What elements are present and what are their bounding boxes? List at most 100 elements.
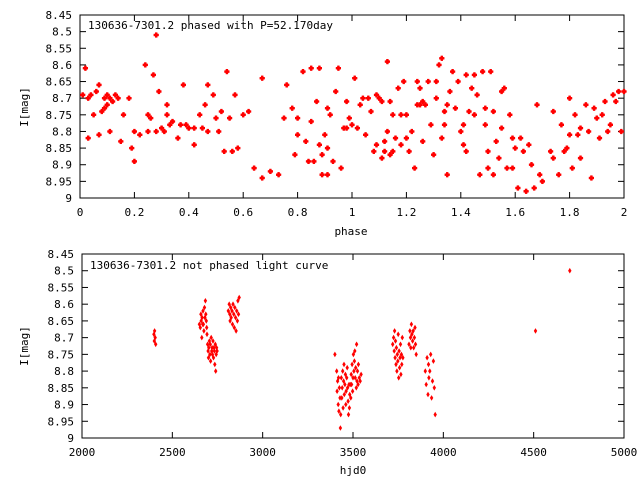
unphased-chart-title: 130636-7301.2 not phased light curve bbox=[90, 259, 328, 272]
phased-data-point bbox=[507, 112, 513, 118]
phased-data-point bbox=[615, 88, 622, 95]
unphased-y-tick-label: 8.75 bbox=[48, 348, 75, 361]
phased-data-point bbox=[153, 32, 159, 38]
phased-data-point bbox=[430, 152, 437, 158]
phased-data-point bbox=[585, 128, 592, 135]
phased-x-axis: 0 0.2 0.4 0.6 0.8 1 1.2 1.4 1.6 1.8 2 bbox=[77, 15, 628, 219]
phased-data-point bbox=[303, 138, 309, 145]
phased-data-point bbox=[284, 82, 290, 88]
phased-data-point bbox=[449, 68, 456, 75]
unphased-x-tick-label: 3000 bbox=[249, 446, 276, 459]
phased-data-point bbox=[322, 132, 328, 138]
phased-data-point bbox=[531, 185, 537, 191]
phased-data-point bbox=[447, 88, 453, 95]
phased-data-point bbox=[621, 88, 627, 95]
phased-data-point bbox=[504, 165, 510, 171]
unphased-plot-frame bbox=[81, 253, 625, 439]
phased-data-point bbox=[441, 122, 448, 128]
phased-data-point bbox=[379, 155, 385, 161]
phased-data-point bbox=[403, 135, 410, 141]
phased-data-point bbox=[96, 132, 102, 138]
unphased-y-tick-label: 8.45 bbox=[48, 248, 75, 261]
unphased-y-tick-label: 8.8 bbox=[54, 365, 74, 378]
unphased-data-point bbox=[347, 405, 352, 411]
phased-data-point bbox=[398, 112, 404, 118]
phased-data-point bbox=[82, 65, 89, 71]
phased-data-point bbox=[180, 82, 187, 88]
phased-data-point bbox=[618, 128, 624, 135]
phased-data-point bbox=[150, 72, 157, 78]
unphased-y-tick-label: 9 bbox=[67, 432, 74, 445]
phased-data-point bbox=[354, 125, 361, 131]
unphased-x-tick-label: 2000 bbox=[69, 446, 96, 459]
phased-data-point bbox=[371, 148, 377, 155]
phased-data-point bbox=[210, 92, 216, 98]
phased-panel: 8.45 8.5 8.55 8.6 8.65 8.7 8.75 8.8 8.85 8.9 8.95 9… bbox=[18, 9, 627, 238]
phased-data-point bbox=[488, 68, 494, 75]
phased-data-point bbox=[352, 75, 358, 81]
phased-chart-title: 130636-7301.2 phased with P=52.170day bbox=[88, 19, 333, 32]
phased-data-point bbox=[414, 78, 420, 85]
phased-data-point bbox=[474, 92, 480, 98]
phased-data-point bbox=[381, 138, 388, 145]
phased-data-point bbox=[577, 125, 584, 131]
phased-x-tick-label: 1 bbox=[349, 206, 356, 219]
unphased-data-point bbox=[398, 341, 403, 348]
phased-data-point bbox=[466, 108, 472, 115]
phased-y-tick-label: 8.85 bbox=[46, 142, 73, 155]
unphased-data-point bbox=[200, 334, 204, 341]
phased-x-tick-label: 0.2 bbox=[124, 206, 144, 219]
unphased-data-point bbox=[213, 361, 217, 368]
phased-data-point bbox=[439, 135, 445, 141]
phased-x-tick-label: 0.6 bbox=[233, 206, 253, 219]
unphased-data-point bbox=[333, 351, 337, 358]
phased-data-point bbox=[129, 145, 135, 151]
phased-data-point bbox=[275, 172, 282, 178]
unphased-y-axis-label: I[mag] bbox=[18, 326, 31, 366]
phased-data-point bbox=[153, 128, 159, 135]
phased-y-tick-label: 8.6 bbox=[52, 59, 72, 72]
phased-data-point bbox=[469, 85, 475, 91]
phased-data-point bbox=[107, 128, 113, 135]
unphased-x-axis: 2000 2500 3000 3500 4000 4500 5000 bbox=[69, 254, 637, 459]
phased-data-point bbox=[324, 172, 331, 178]
phased-data-point bbox=[441, 108, 448, 115]
unphased-data-point bbox=[341, 368, 345, 374]
unphased-data-point bbox=[429, 395, 434, 401]
phased-data-point bbox=[433, 95, 439, 101]
phased-data-point bbox=[384, 128, 391, 135]
phased-data-point bbox=[509, 165, 516, 171]
phased-data-point bbox=[517, 135, 524, 141]
phased-y-tick-label: 8.9 bbox=[52, 159, 72, 172]
unphased-data-points bbox=[152, 267, 572, 431]
phased-plot-frame bbox=[79, 14, 625, 199]
unphased-data-point bbox=[344, 401, 348, 408]
unphased-data-point bbox=[392, 348, 396, 354]
phased-data-point bbox=[428, 122, 434, 128]
phased-data-point bbox=[493, 138, 499, 145]
phased-data-point bbox=[319, 152, 325, 158]
unphased-y-tick-label: 8.7 bbox=[54, 332, 74, 345]
unphased-data-point bbox=[345, 364, 349, 371]
phased-x-tick-label: 2 bbox=[621, 206, 628, 219]
phased-data-point bbox=[463, 148, 469, 155]
phased-data-point bbox=[305, 158, 312, 165]
phased-data-point bbox=[460, 122, 467, 128]
unphased-x-tick-label: 4500 bbox=[520, 446, 547, 459]
unphased-data-point bbox=[396, 331, 400, 338]
phased-data-point bbox=[433, 78, 439, 85]
phased-data-point bbox=[131, 158, 138, 165]
phased-data-point bbox=[512, 145, 518, 151]
unphased-data-point bbox=[336, 401, 340, 408]
phased-data-point bbox=[539, 178, 546, 185]
phased-data-point bbox=[401, 78, 407, 85]
unphased-data-point bbox=[346, 411, 351, 418]
unphased-data-point bbox=[568, 267, 572, 274]
phased-data-point bbox=[177, 122, 184, 128]
phased-y-tick-label: 8.8 bbox=[52, 125, 72, 138]
phased-data-point bbox=[267, 168, 274, 175]
phased-data-point bbox=[357, 102, 363, 108]
phased-data-point bbox=[526, 142, 532, 148]
phased-data-point bbox=[556, 172, 562, 178]
phased-data-point bbox=[343, 98, 350, 105]
